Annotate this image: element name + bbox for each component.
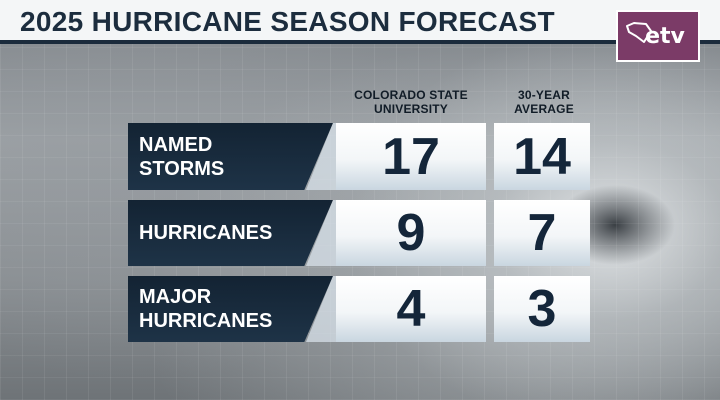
title-bar: 2025 HURRICANE SEASON FORECAST xyxy=(0,0,720,44)
value-average-major-hurricanes: 3 xyxy=(494,276,590,342)
value-csu-named-storms: 17 xyxy=(336,123,486,190)
column-header-csu: COLORADO STATE UNIVERSITY xyxy=(354,88,468,116)
etv-logo: etv xyxy=(616,10,700,62)
row-label-hurricanes: HURRICANES xyxy=(128,200,333,266)
value-average-hurricanes: 7 xyxy=(494,200,590,266)
row-label-line1: NAMED xyxy=(139,133,213,156)
column-header-average: 30-YEAR AVERAGE xyxy=(514,88,574,116)
row-label-line1: MAJOR xyxy=(139,286,212,308)
row-label-line2: HURRICANES xyxy=(139,310,273,332)
row-label-line2: STORMS xyxy=(139,157,225,180)
row-label-line1: HURRICANES xyxy=(139,222,273,244)
logo-text: etv xyxy=(645,23,685,49)
value-csu-major-hurricanes: 4 xyxy=(336,276,486,342)
value-csu-hurricanes: 9 xyxy=(336,200,486,266)
value-average-named-storms: 14 xyxy=(494,123,590,190)
page-title: 2025 HURRICANE SEASON FORECAST xyxy=(20,6,555,37)
south-carolina-state-icon xyxy=(626,22,652,43)
row-label-major-hurricanes: MAJOR HURRICANES xyxy=(128,276,333,342)
row-label-named-storms: NAMED STORMS xyxy=(128,123,333,190)
